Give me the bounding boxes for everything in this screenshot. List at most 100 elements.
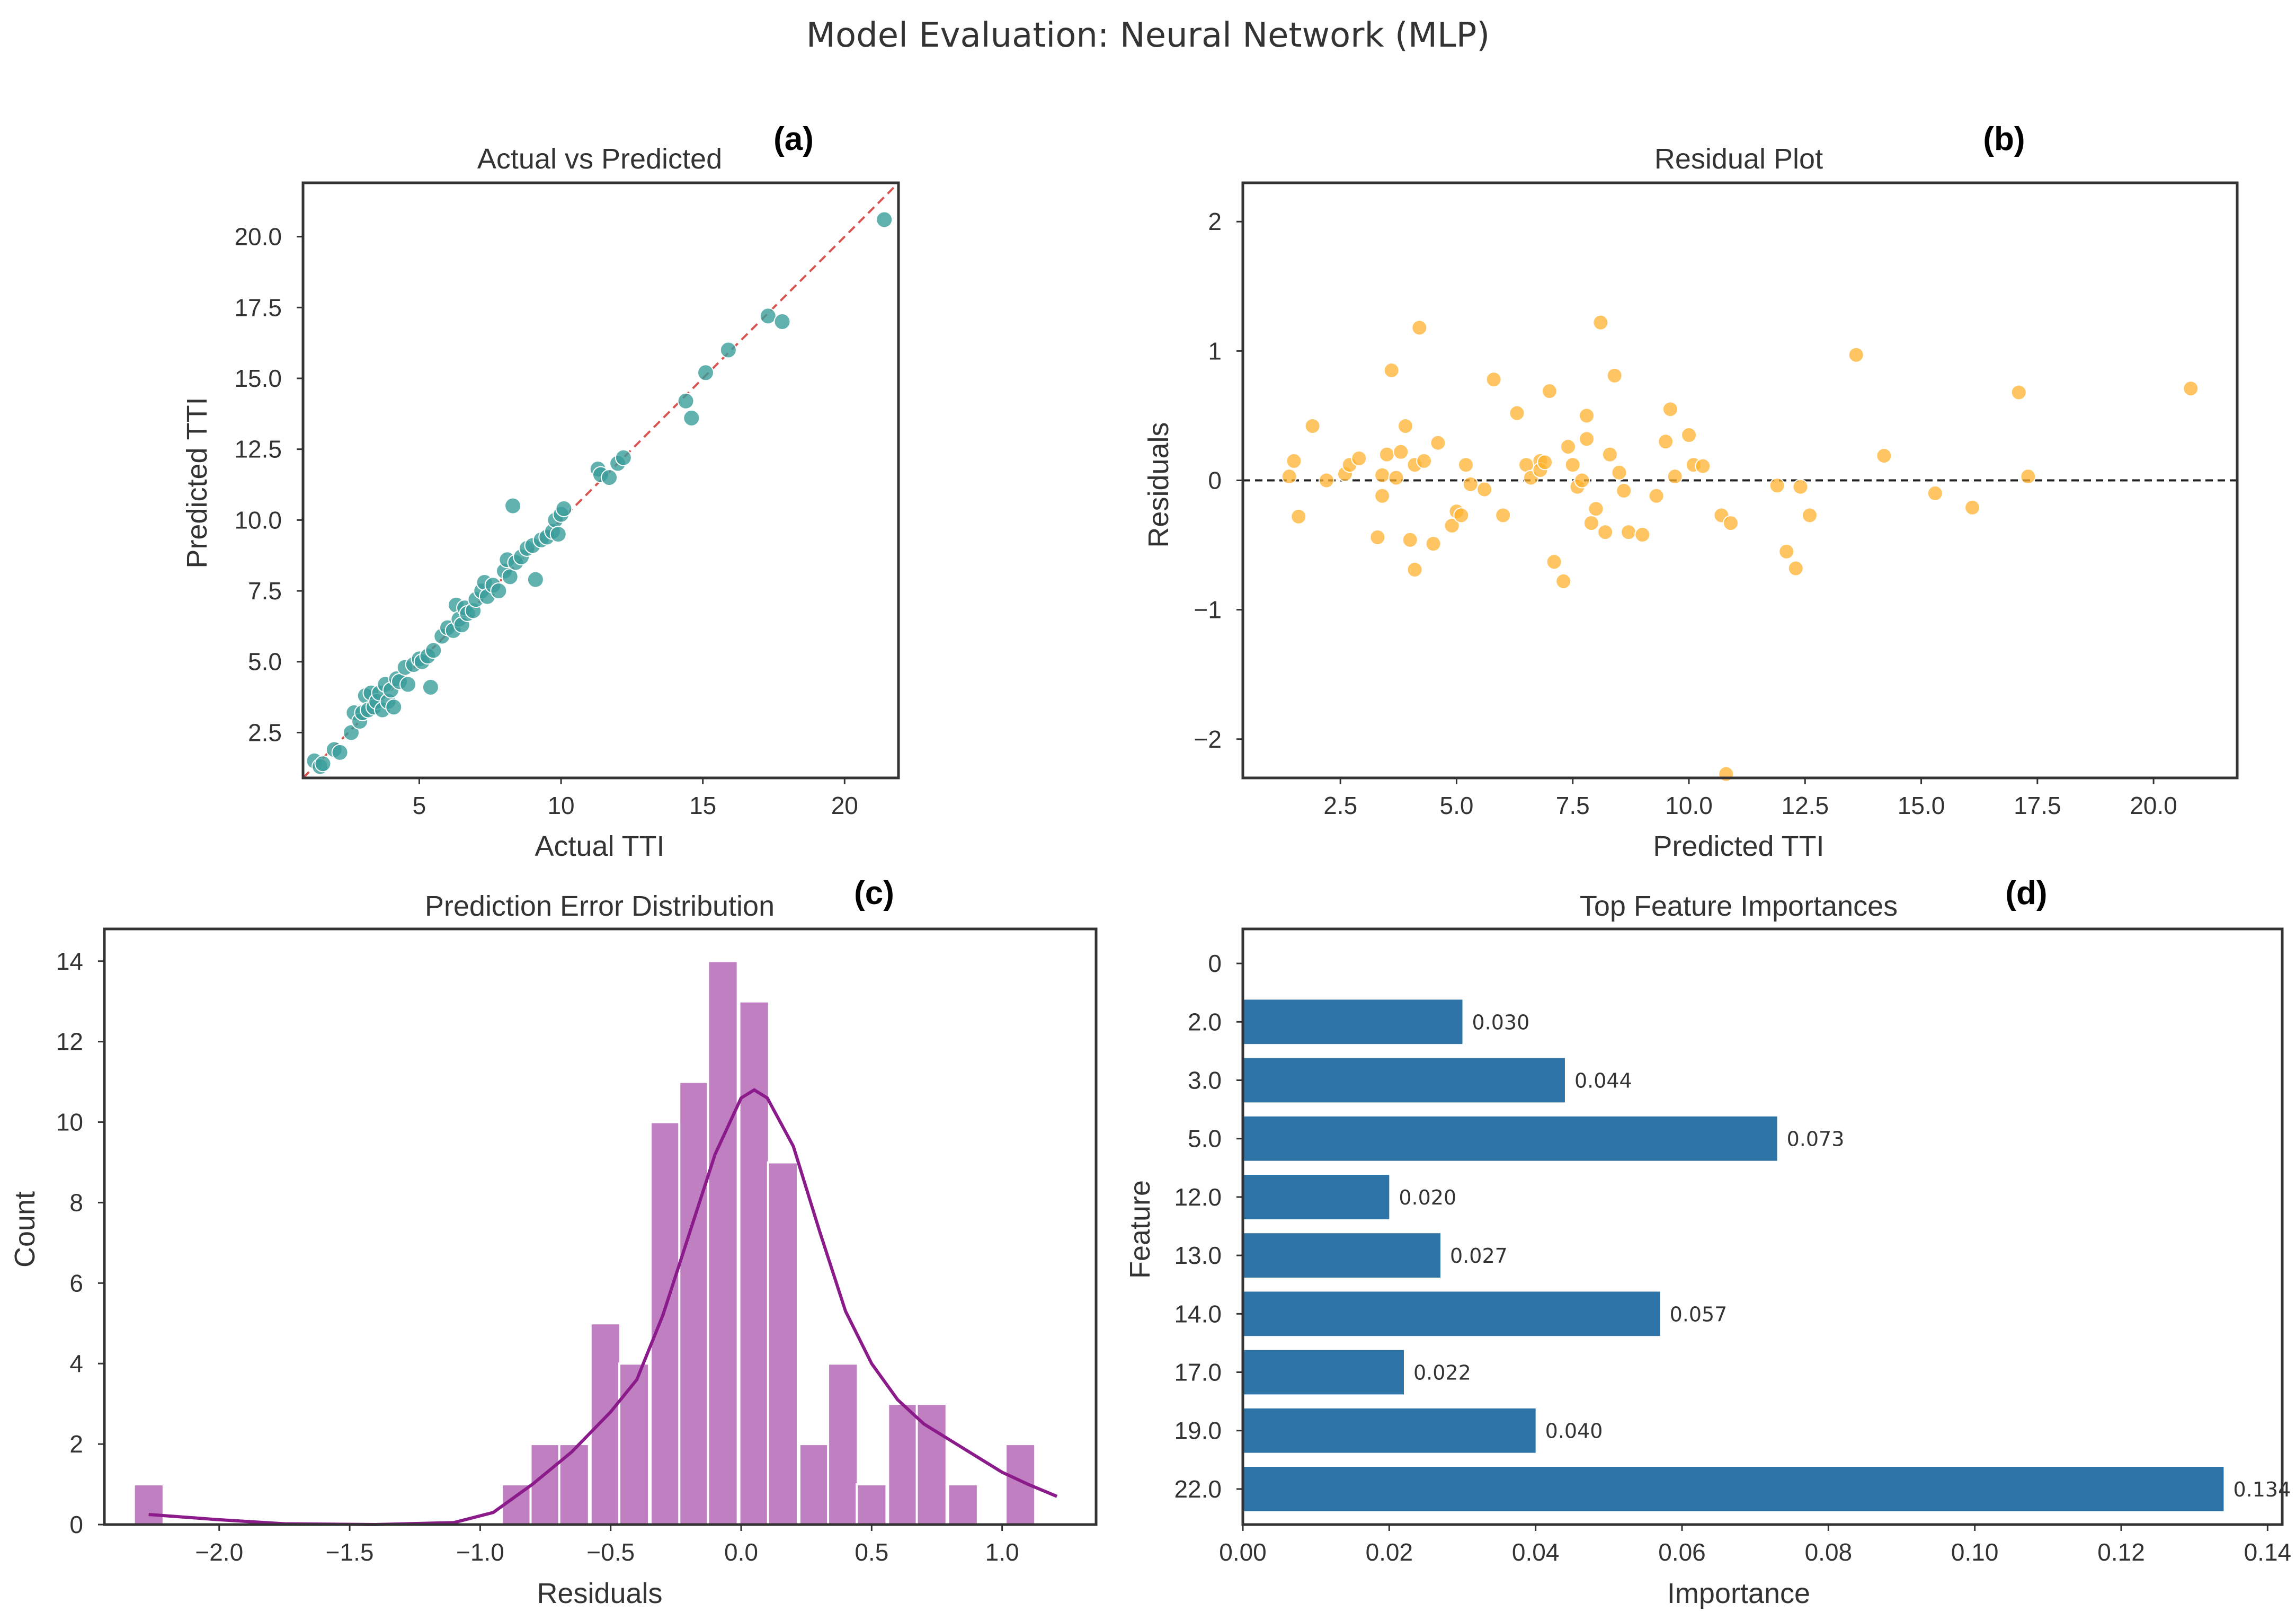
panel-b-point — [1397, 418, 1413, 434]
panel-d-bar — [1243, 1350, 1404, 1395]
panel-a-point — [601, 469, 618, 486]
panel-a-point — [555, 500, 573, 517]
panel-b-point — [1695, 458, 1711, 474]
panel-d-category-label: 19.0 — [1174, 1417, 1222, 1445]
panel-a-xlabel: Actual TTI — [535, 830, 664, 862]
panel-d-xtick-label: 0.12 — [2097, 1538, 2145, 1566]
panel-d-value-label: 0.057 — [1670, 1303, 1728, 1326]
panel-b-xlabel: Predicted TTI — [1653, 830, 1824, 862]
panel-d-xtick-label: 0.00 — [1219, 1538, 1267, 1566]
panel-b-point — [1606, 367, 1623, 384]
panel-c-frame — [103, 927, 1098, 1526]
panel-a-ylabel: Predicted TTI — [181, 397, 213, 568]
panel-b-point — [1485, 371, 1502, 388]
panel-a-point — [504, 497, 522, 515]
panel-c-title: Prediction Error Distribution — [425, 890, 775, 922]
panel-a-point — [683, 409, 700, 427]
panel-d-category-label: 22.0 — [1174, 1475, 1222, 1503]
panel-b-ytick-label: −1 — [1194, 596, 1222, 624]
panel-a-point — [549, 526, 567, 543]
panel-d-bar — [1243, 999, 1463, 1044]
panel-b-point — [2020, 468, 2036, 485]
panel-d-xtick-label: 0.10 — [1951, 1538, 1999, 1566]
panel-d-value-label: 0.022 — [1413, 1361, 1471, 1385]
panel-c-xlabel: Residuals — [537, 1578, 662, 1609]
panel-a-point — [615, 449, 632, 466]
panel-b-xtick-label: 12.5 — [1782, 792, 1829, 819]
panel-a-ytick-label: 20.0 — [234, 223, 282, 251]
panel-c-xtick-label: −1.0 — [456, 1538, 504, 1566]
panel-b-point — [1574, 472, 1590, 489]
panel-a-ytick-label: 10.0 — [234, 506, 282, 534]
panel-d-category-label: 14.0 — [1174, 1300, 1222, 1327]
panel-c-hist-bar — [887, 1403, 919, 1526]
panel-b-xtick-label: 10.0 — [1665, 792, 1713, 819]
panel-a-frame — [301, 181, 900, 780]
panel-a-xtick-label: 5 — [413, 792, 426, 819]
panel-b-point — [1416, 453, 1432, 469]
panel-d-title: Top Feature Importances — [1580, 890, 1898, 922]
panel-d-category-label: 5.0 — [1188, 1125, 1222, 1153]
panel-d-feature-importances: Top Feature Importances (d) Importance F… — [1124, 875, 2291, 1609]
panel-d-frame — [1241, 927, 2284, 1526]
panel-c-hist-bar — [798, 1443, 831, 1526]
panel-c-xtick-label: 1.0 — [985, 1538, 1019, 1566]
panel-b-point — [1281, 468, 1297, 485]
panel-a-ytick-label: 2.5 — [248, 719, 282, 746]
panel-d-category-label: 0 — [1208, 950, 1222, 977]
panel-d-bar — [1243, 1291, 1660, 1336]
panel-d-category-label: 17.0 — [1174, 1359, 1222, 1386]
panel-b-frame — [1241, 181, 2239, 780]
panel-b-ytick-label: 0 — [1208, 467, 1222, 494]
panel-d-value-label: 0.044 — [1574, 1069, 1632, 1093]
panel-b-point — [1393, 444, 1409, 460]
panel-d-xtick-label: 0.06 — [1658, 1538, 1706, 1566]
panel-c-ytick-label: 0 — [69, 1511, 83, 1538]
panel-c-xtick-label: 0.0 — [724, 1538, 758, 1566]
panel-b-point — [1769, 477, 1785, 494]
panel-b-point — [1778, 543, 1795, 560]
panel-d-category-label: 3.0 — [1188, 1067, 1222, 1094]
figure-title: Model Evaluation: Neural Network (MLP) — [806, 16, 1490, 55]
panel-c-error-distribution: Prediction Error Distribution (c) Residu… — [9, 875, 1098, 1609]
panel-b-point — [1476, 481, 1493, 498]
panel-b-title: Residual Plot — [1654, 143, 1823, 175]
panel-b-point — [1304, 418, 1321, 434]
panel-b-point — [1286, 453, 1302, 469]
panel-b-point — [1564, 457, 1581, 473]
panel-a-letter: (a) — [773, 121, 814, 157]
panel-c-hist-bar — [827, 1362, 859, 1526]
panel-c-ytick-label: 4 — [69, 1350, 83, 1377]
panel-b-ytick-label: −2 — [1194, 725, 1222, 753]
panel-a-ytick-label: 17.5 — [234, 294, 282, 321]
panel-d-category-label: 13.0 — [1174, 1242, 1222, 1269]
panel-a-point — [385, 698, 403, 716]
panel-b-point — [1876, 448, 1892, 464]
panel-b-xtick-label: 17.5 — [2014, 792, 2061, 819]
panel-b-point — [1383, 362, 1400, 378]
panel-b-xtick-label: 5.0 — [1439, 792, 1473, 819]
panel-b-ytick-label: 1 — [1208, 337, 1222, 365]
panel-b-point — [1681, 427, 1697, 444]
panel-b-point — [1351, 450, 1367, 466]
panel-b-point — [1927, 485, 1943, 501]
panel-c-ytick-label: 2 — [69, 1430, 83, 1458]
panel-d-value-label: 0.020 — [1399, 1186, 1456, 1209]
panel-c-xtick-label: 0.5 — [855, 1538, 888, 1566]
panel-b-point — [1634, 527, 1651, 543]
panel-b-point — [1648, 488, 1665, 504]
panel-b-point — [1560, 439, 1576, 455]
panel-b-point — [1620, 524, 1636, 541]
panel-a-title: Actual vs Predicted — [477, 143, 722, 175]
panel-b-point — [1407, 561, 1423, 578]
panel-b-point — [1555, 573, 1572, 589]
panel-a-point — [425, 642, 442, 659]
panel-a-point — [677, 392, 695, 410]
panel-b-point — [1374, 488, 1391, 504]
panel-a-point — [719, 341, 737, 359]
panel-c-hist-bar — [707, 960, 739, 1526]
panel-b-ylabel: Residuals — [1143, 422, 1174, 547]
panel-b-xtick-label: 15.0 — [1898, 792, 1945, 819]
panel-d-xtick-label: 0.08 — [1805, 1538, 1853, 1566]
